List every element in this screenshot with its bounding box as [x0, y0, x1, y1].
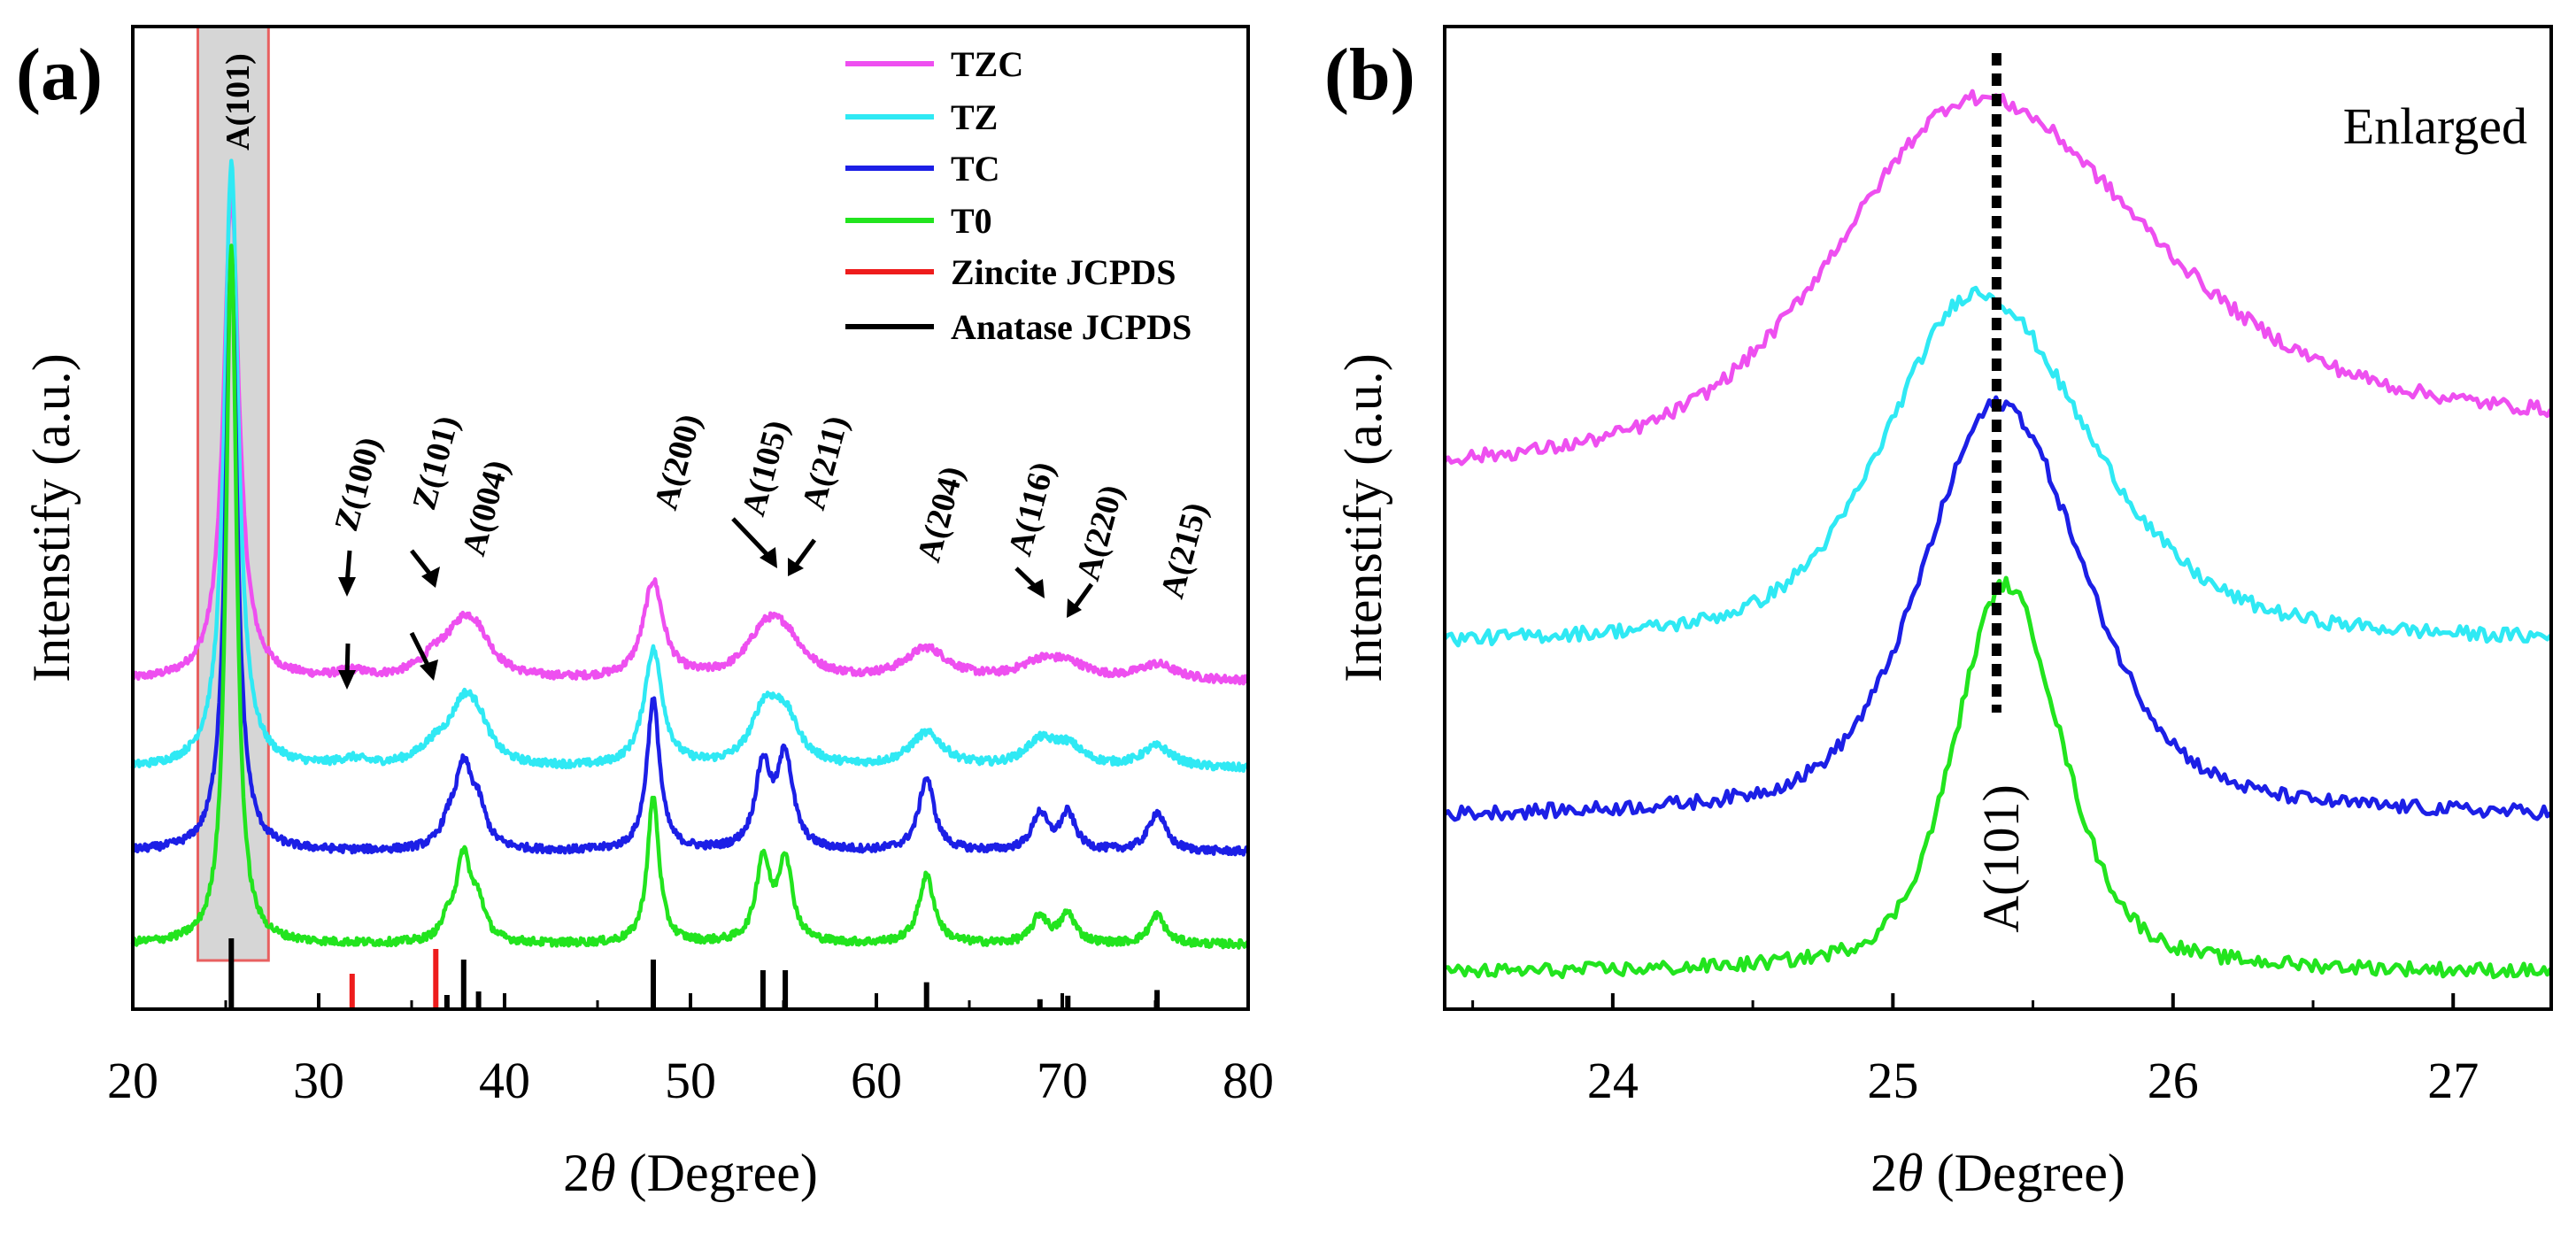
arrow-z101-tz [409, 631, 432, 670]
enlarged-label: Enlarged [2343, 97, 2527, 155]
legend-label-tzc: TZC [951, 44, 1023, 84]
xtick-label-a-80: 80 [1222, 1052, 1274, 1109]
panel-b-label: (b) [1324, 34, 1415, 116]
series-tc [130, 252, 1250, 857]
xtick-label-b-26: 26 [2148, 1052, 2199, 1109]
arrow-heads [338, 547, 1082, 690]
legend-label-zincite: Zincite JCPDS [951, 252, 1176, 292]
arrow-a211 [792, 538, 817, 568]
xtick-label-a-40: 40 [479, 1052, 530, 1109]
legend-label-anatase: Anatase JCPDS [951, 307, 1192, 347]
series-tzc [130, 191, 1250, 686]
panel-a: (a) 20 30 40 50 60 70 80 2θ (Degree) Intenstif… [16, 25, 1274, 1202]
peak-label-a101: A(101) [1972, 784, 2030, 933]
xtick-label-b-24: 24 [1587, 1052, 1639, 1109]
arrow-a105 [731, 517, 772, 559]
xtick-label-b-27: 27 [2427, 1052, 2479, 1109]
panel-a-ylabel: Intenstify (a.u.) [22, 353, 81, 683]
arrowhead-a105 [760, 547, 777, 568]
arrowhead-z101-tz [420, 659, 438, 681]
arrow-z101-tzc [410, 549, 433, 577]
xtick-label-a-70: 70 [1037, 1052, 1088, 1109]
annotation-a101: A(101) [220, 53, 257, 150]
xtick-label-a-60: 60 [851, 1052, 902, 1109]
legend: TZC TZ TC T0 Zincite JCPDS Anatase JCPDS [845, 44, 1192, 347]
arrowhead-a220 [1067, 598, 1082, 618]
panel-b-frame [1443, 25, 2553, 1011]
arrowhead-a116 [1027, 579, 1045, 598]
series-t0 [130, 243, 1251, 950]
arrowhead-z100-tzc [338, 577, 356, 597]
panel-b: (b) 24 25 26 27 2θ (Degree) Intenstify (a.u… [1324, 25, 2553, 1202]
xtick-label-a-50: 50 [665, 1052, 716, 1109]
panel-b-ylabel: Intenstify (a.u.) [1334, 353, 1392, 683]
legend-label-tz: TZ [951, 97, 998, 137]
panel-a-label: (a) [16, 34, 103, 116]
arrowhead-z101-tzc [421, 567, 440, 588]
legend-label-t0: T0 [951, 201, 992, 241]
arrow-a220 [1073, 582, 1094, 608]
legend-label-tc: TC [951, 149, 1000, 189]
panel-a-xlabel: 2θ (Degree) [563, 1144, 818, 1202]
panel-b-xlabel: 2θ (Degree) [1870, 1144, 2125, 1202]
series-tz [130, 158, 1251, 774]
arrowhead-a211 [788, 558, 804, 576]
xtick-label-a-20: 20 [107, 1052, 158, 1109]
arrowhead-z100-tz [338, 670, 356, 690]
xtick-label-a-30: 30 [293, 1052, 344, 1109]
annotation-arrows [344, 517, 1094, 678]
xtick-label-b-25: 25 [1867, 1052, 1918, 1109]
